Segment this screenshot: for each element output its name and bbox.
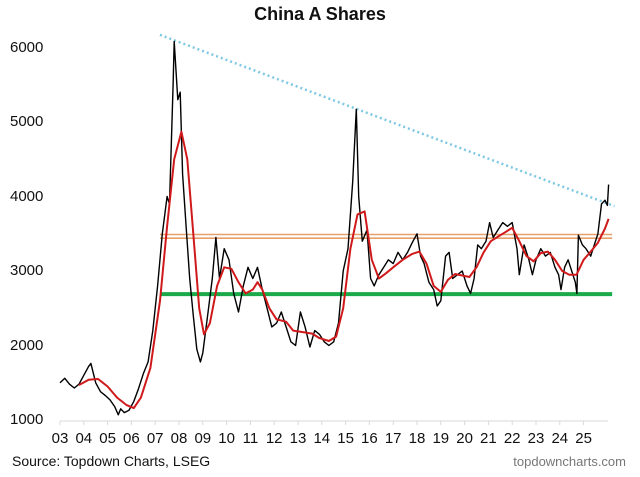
source-note: Source: Topdown Charts, LSEG — [12, 453, 211, 469]
x-tick-label: 10 — [218, 430, 235, 447]
x-tick-label: 16 — [361, 430, 378, 447]
x-tick-label: 20 — [456, 430, 473, 447]
y-tick-label: 3000 — [10, 262, 44, 279]
x-tick-label: 12 — [265, 430, 283, 447]
x-tick-label: 24 — [551, 430, 569, 447]
y-tick-label: 2000 — [10, 336, 44, 354]
x-tick-label: 22 — [503, 430, 521, 447]
x-tick-label: 08 — [170, 430, 188, 447]
x-tick-label: 17 — [384, 430, 402, 447]
x-tick-label: 04 — [75, 430, 93, 447]
x-tick-label: 23 — [527, 430, 545, 447]
y-tick-label: 6000 — [10, 38, 44, 56]
brand-watermark: topdowncharts.com — [513, 454, 626, 469]
x-axis — [59, 420, 608, 425]
x-tick-label: 18 — [408, 430, 426, 447]
y-tick-label: 5000 — [10, 113, 44, 130]
series-lines — [59, 40, 610, 416]
moving-average-line — [78, 130, 610, 410]
x-tick-label: 13 — [289, 430, 307, 447]
x-tick-label: 15 — [337, 430, 354, 447]
x-tick-label: 05 — [99, 430, 116, 447]
y-tick-label: 1000 — [10, 411, 44, 428]
annotations — [159, 33, 615, 297]
x-tick-label: 25 — [575, 430, 592, 447]
x-tick-label: 07 — [146, 430, 164, 447]
downtrend-line — [159, 33, 615, 208]
price-line — [59, 40, 610, 416]
x-tick-label: 09 — [194, 430, 212, 447]
chart-title: China A Shares — [254, 4, 386, 24]
y-tick-label: 4000 — [10, 187, 44, 205]
x-tick-label: 19 — [432, 430, 450, 447]
x-tick-label: 11 — [242, 430, 259, 447]
x-tick-label: 21 — [480, 430, 497, 447]
x-tick-label: 14 — [313, 430, 331, 447]
x-tick-label: 06 — [123, 430, 140, 447]
x-tick-label: 03 — [51, 430, 69, 447]
